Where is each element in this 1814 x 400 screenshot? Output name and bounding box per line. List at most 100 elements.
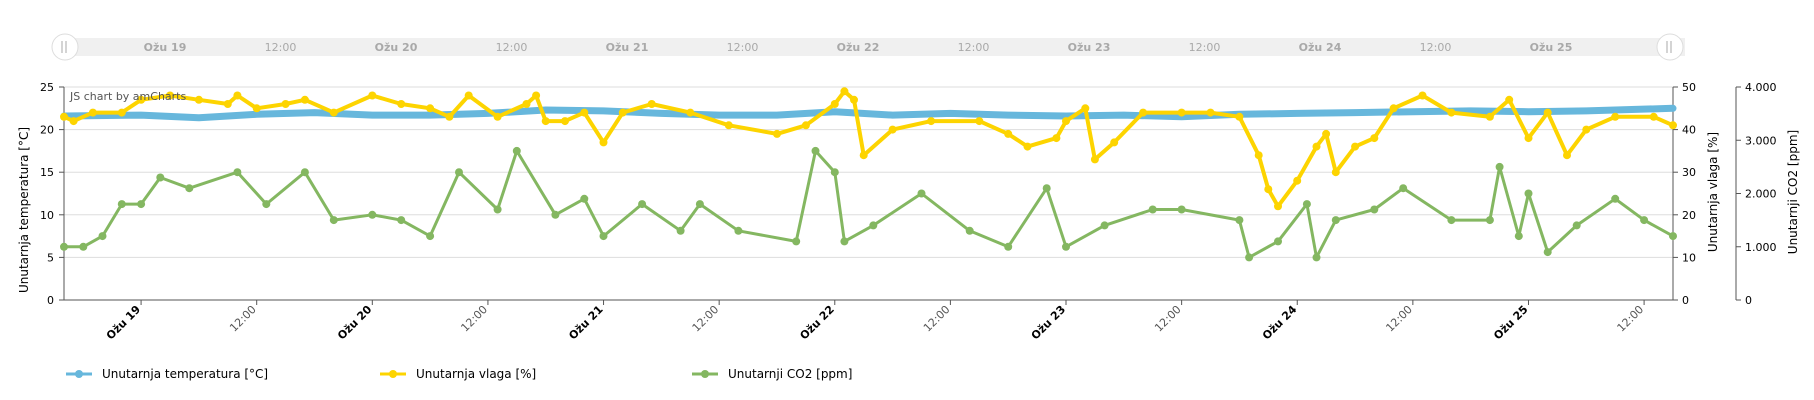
- data-point: [1514, 232, 1523, 241]
- data-point: [1004, 242, 1013, 251]
- data-point: [840, 237, 849, 246]
- x-tick-label: 12:00: [1615, 303, 1647, 335]
- y-tick-label-humidity: 40: [1682, 124, 1696, 137]
- data-point: [580, 108, 589, 117]
- y-tick-label-co2: 0: [1745, 294, 1752, 307]
- data-point: [1081, 104, 1090, 113]
- x-tick-label: Ožu 25: [1491, 303, 1530, 342]
- data-point: [580, 194, 589, 203]
- data-point: [397, 216, 406, 225]
- data-point: [811, 146, 820, 155]
- scrollbar-left-handle[interactable]: [51, 33, 79, 61]
- data-point: [1611, 112, 1620, 121]
- data-point: [464, 91, 473, 100]
- data-point: [1572, 221, 1581, 230]
- series-line: [62, 89, 1675, 209]
- data-point: [773, 129, 781, 138]
- data-point: [1563, 151, 1571, 160]
- data-point: [801, 121, 810, 130]
- scrollbar-label: 12:00: [265, 41, 297, 54]
- data-point: [1389, 104, 1398, 113]
- scrollbar-right-handle[interactable]: [1656, 33, 1684, 61]
- data-point: [300, 168, 309, 177]
- data-point: [1485, 112, 1494, 121]
- data-point: [1206, 108, 1215, 117]
- data-point: [1543, 248, 1552, 257]
- scrollbar-label: 12:00: [727, 41, 759, 54]
- legend: Unutarnja temperatura [°C] Unutarnja vla…: [66, 367, 852, 381]
- y-tick-label-humidity: 0: [1682, 294, 1689, 307]
- data-point: [840, 87, 849, 96]
- y-tick-label-temperature: 5: [47, 251, 54, 264]
- y-tick-label-temperature: 15: [40, 166, 54, 179]
- data-point: [88, 108, 97, 117]
- data-point: [252, 104, 261, 113]
- data-point: [1543, 108, 1552, 117]
- x-tick-label: 12:00: [690, 303, 722, 335]
- data-point: [262, 200, 271, 209]
- scrollbar-label: Ožu 24: [1299, 41, 1342, 54]
- data-point: [1312, 253, 1321, 262]
- grip-icon: [1666, 41, 1672, 53]
- chart-credit[interactable]: JS chart by amCharts: [69, 90, 186, 103]
- series-line: [60, 104, 1677, 122]
- data-point: [117, 200, 126, 209]
- data-point: [1312, 142, 1321, 151]
- data-point: [676, 226, 685, 235]
- x-tick-label: 12:00: [458, 303, 490, 335]
- legend-item-humidity[interactable]: Unutarnja vlaga [%]: [380, 367, 536, 381]
- data-point: [975, 117, 984, 126]
- x-tick-label: Ožu 21: [566, 303, 605, 342]
- x-tick-label: Ožu 20: [335, 303, 375, 343]
- series-co2: [60, 146, 1677, 262]
- data-point: [1274, 202, 1282, 211]
- data-point: [1090, 155, 1099, 164]
- data-point: [638, 200, 647, 209]
- data-point: [927, 117, 936, 126]
- data-point: [493, 112, 502, 121]
- data-point: [1139, 108, 1148, 117]
- data-point: [1505, 95, 1514, 104]
- plot-grid: [64, 86, 1673, 301]
- data-point: [561, 117, 569, 126]
- data-point: [166, 91, 174, 100]
- data-point: [329, 216, 338, 225]
- data-point: [60, 242, 68, 251]
- legend-marker-dot: [389, 370, 397, 378]
- y-tick-label-temperature: 20: [40, 124, 54, 137]
- data-point: [917, 189, 926, 198]
- y-tick-label-humidity: 20: [1682, 209, 1696, 222]
- scrollbar-track[interactable]: [55, 38, 1685, 56]
- data-point: [233, 91, 242, 100]
- data-point: [1322, 129, 1331, 138]
- data-point: [281, 100, 290, 108]
- y-tick-label-co2: 4.000: [1745, 81, 1777, 94]
- data-point: [1264, 185, 1273, 194]
- scrollbar-label: Ožu 20: [375, 41, 418, 54]
- data-point: [830, 100, 839, 108]
- legend-label: Unutarnja temperatura [°C]: [102, 367, 268, 381]
- data-point: [965, 226, 974, 235]
- x-tick-label: Ožu 23: [1029, 303, 1068, 342]
- data-point: [368, 91, 377, 100]
- data-point: [223, 100, 232, 108]
- scrollbar-label: 12:00: [1420, 41, 1452, 54]
- scrollbar[interactable]: Ožu 19 12:00 Ožu 20 12:00 Ožu 21 12:00 Ožu 22 1…: [51, 33, 1685, 61]
- data-point: [724, 121, 733, 130]
- data-point: [60, 112, 68, 121]
- legend-marker-dot: [75, 370, 83, 378]
- data-point: [1148, 205, 1157, 214]
- y-tick-label-temperature: 0: [47, 294, 54, 307]
- data-point: [1331, 168, 1340, 177]
- data-point: [69, 117, 78, 126]
- y-tick-label-temperature: 10: [40, 209, 54, 222]
- x-tick-label: Ožu 22: [797, 303, 836, 342]
- y-tick-label-co2: 1.000: [1745, 241, 1777, 254]
- legend-item-co2[interactable]: Unutarnji CO2 [ppm]: [692, 367, 852, 381]
- data-point: [1640, 216, 1649, 225]
- legend-label: Unutarnja vlaga [%]: [416, 367, 536, 381]
- data-point: [792, 237, 801, 246]
- scrollbar-labels: Ožu 19 12:00 Ožu 20 12:00 Ožu 21 12:00 Ožu 22 1…: [144, 41, 1674, 54]
- data-point: [1004, 129, 1013, 138]
- legend-item-temperature[interactable]: Unutarnja temperatura [°C]: [66, 367, 268, 381]
